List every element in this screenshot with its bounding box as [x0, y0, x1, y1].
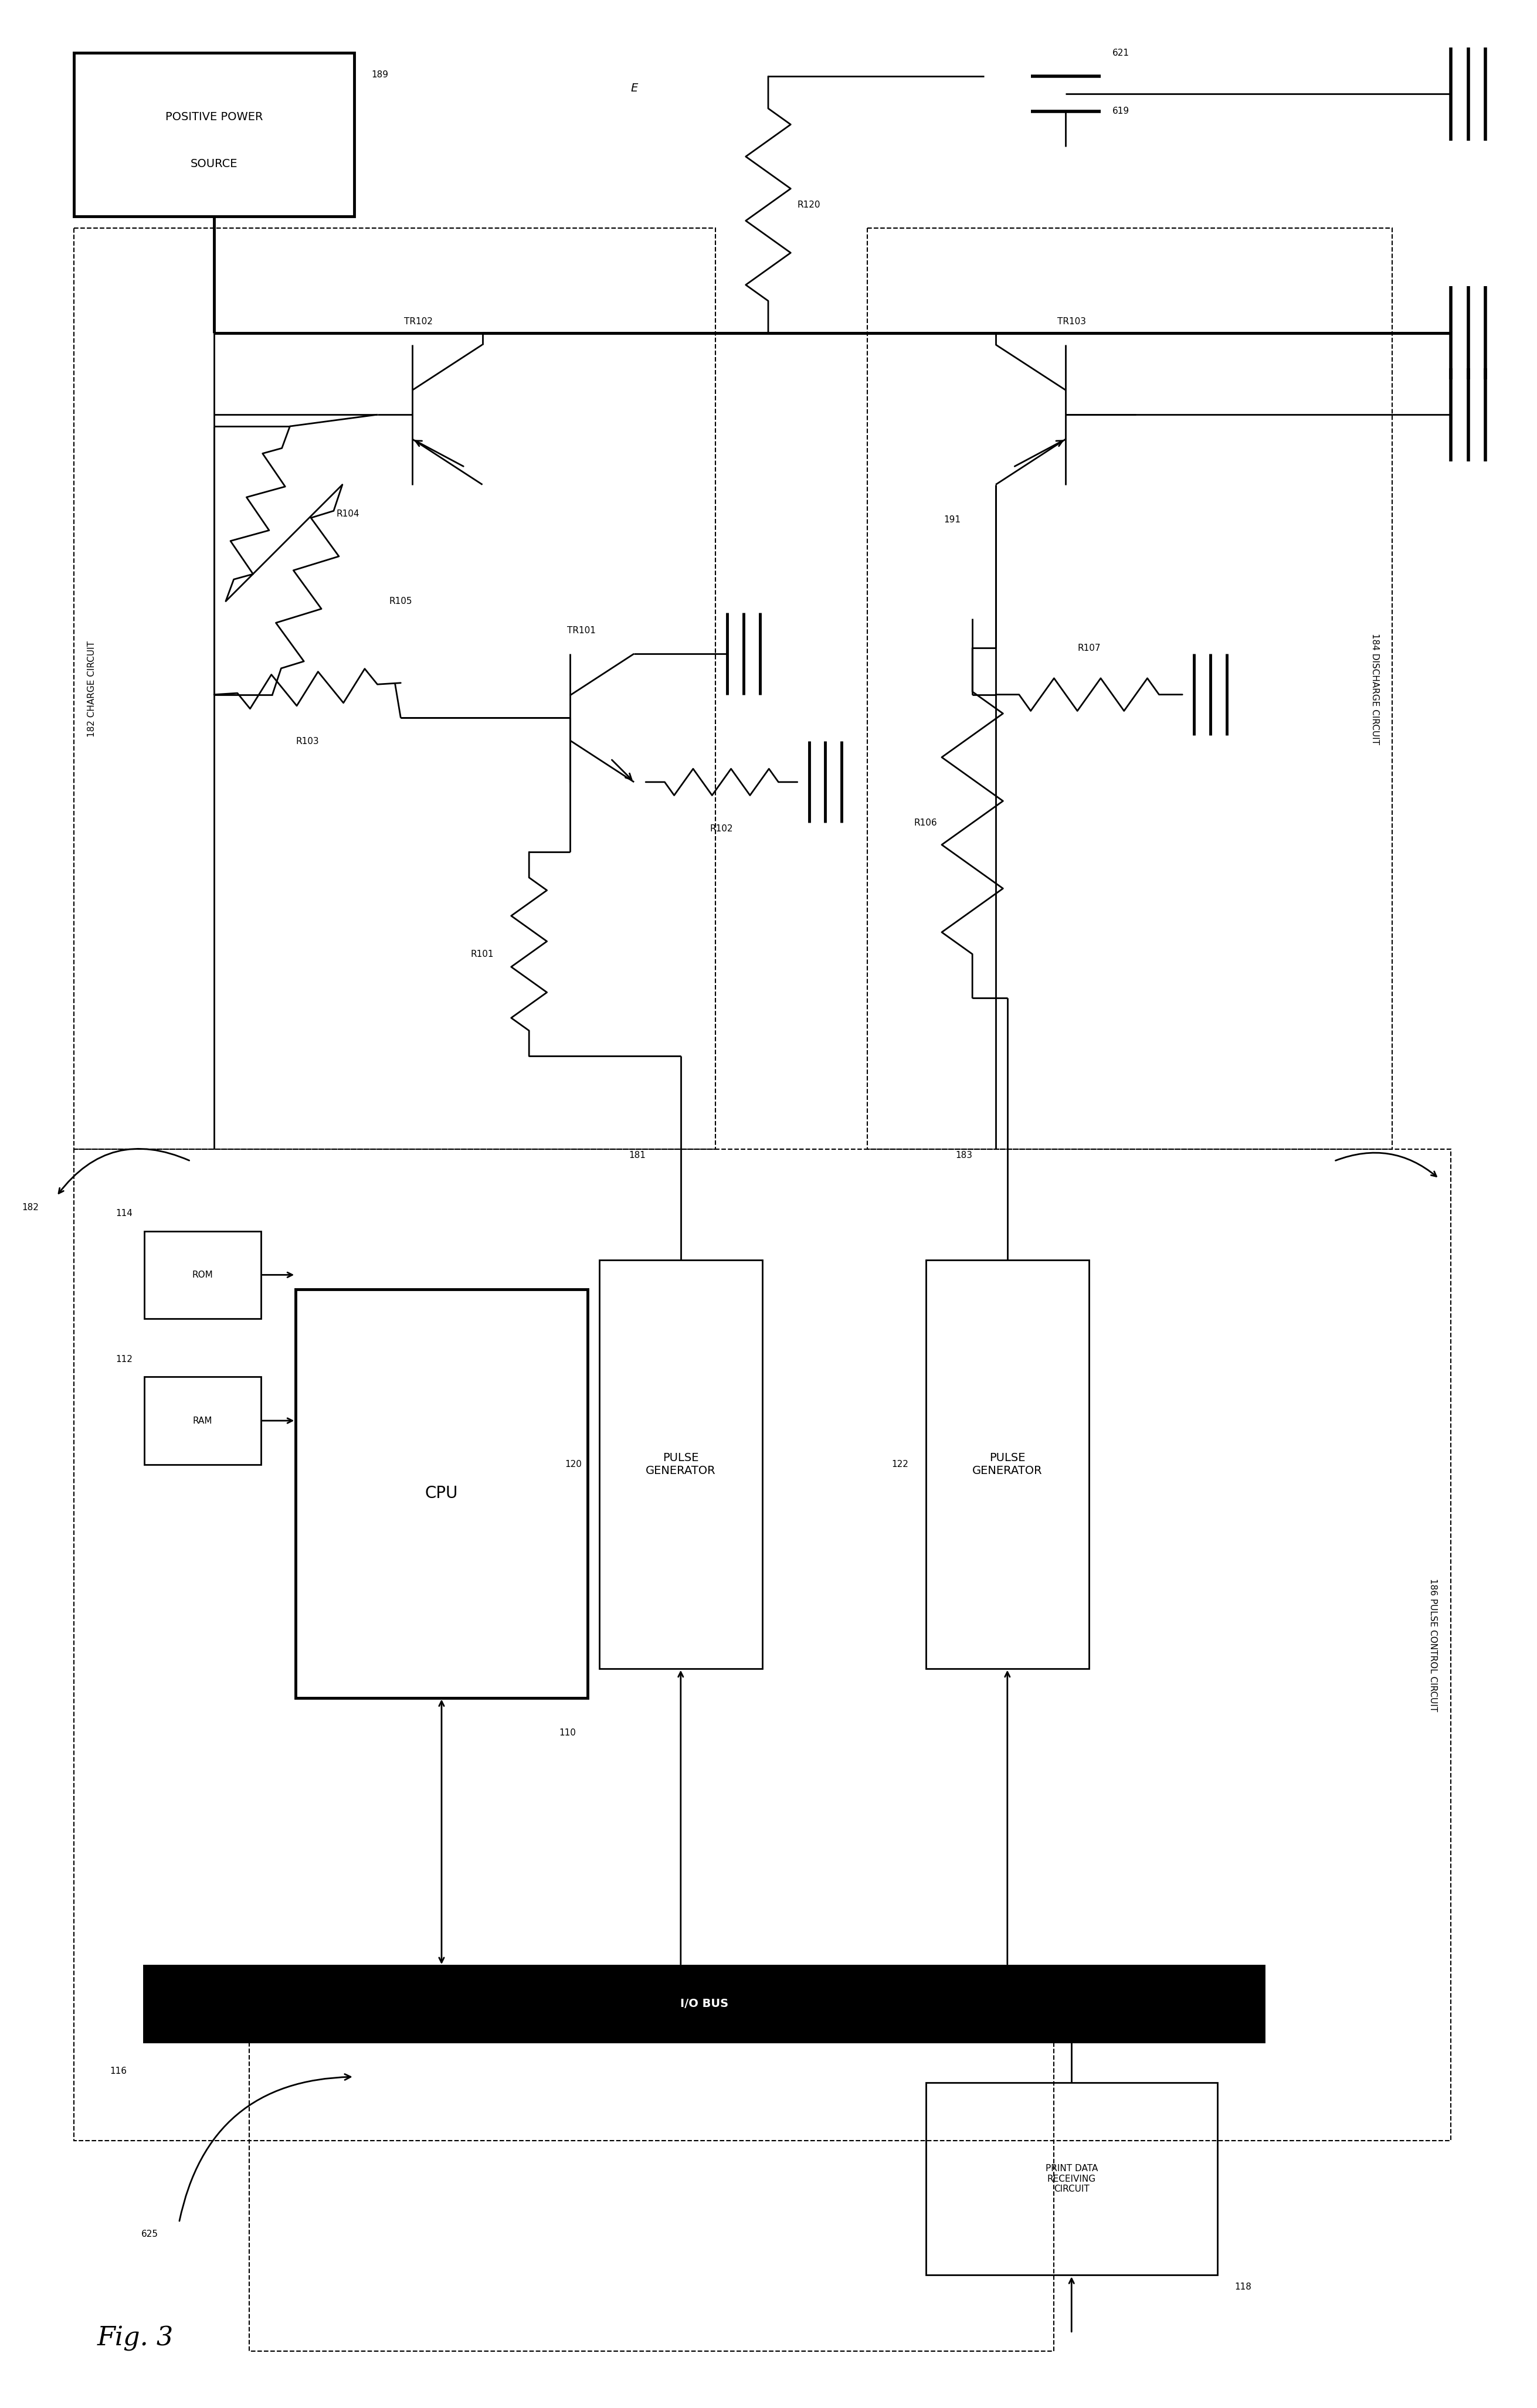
Text: PULSE
GENERATOR: PULSE GENERATOR	[646, 1452, 716, 1476]
Text: 122: 122	[891, 1459, 908, 1469]
Text: 182: 182	[22, 1204, 38, 1211]
Text: 189: 189	[372, 70, 389, 79]
Bar	[925, 1259, 1090, 1669]
Text: I/O BUS: I/O BUS	[679, 1999, 729, 2008]
Text: 183: 183	[956, 1151, 973, 1161]
Bar	[144, 1377, 261, 1464]
Text: R106: R106	[915, 819, 938, 828]
Text: TR102: TR102	[404, 318, 432, 325]
Bar	[599, 1259, 762, 1669]
Text: 114: 114	[115, 1209, 132, 1218]
Bar	[144, 1965, 1263, 2042]
Text: 184 DISCHARGE CIRCUIT: 184 DISCHARGE CIRCUIT	[1371, 633, 1379, 744]
Text: ROM: ROM	[192, 1271, 214, 1279]
Text: R105: R105	[389, 597, 412, 607]
Text: CPU: CPU	[426, 1486, 458, 1503]
Text: POSITIVE POWER: POSITIVE POWER	[166, 111, 263, 123]
Bar	[867, 229, 1393, 1149]
Text: SOURCE: SOURCE	[191, 159, 238, 169]
Text: R107: R107	[1077, 643, 1100, 653]
Bar	[74, 53, 354, 217]
Bar	[74, 1149, 1451, 2141]
Bar	[249, 2025, 1054, 2350]
Text: 191: 191	[944, 515, 961, 525]
Text: 110: 110	[559, 1729, 576, 1736]
Text: 621: 621	[1113, 48, 1130, 58]
Text: R104: R104	[337, 510, 360, 518]
Text: 182 CHARGE CIRCUIT: 182 CHARGE CIRCUIT	[88, 641, 95, 737]
Text: R120: R120	[798, 200, 821, 209]
Text: TR103: TR103	[1057, 318, 1087, 325]
Text: 116: 116	[109, 2066, 126, 2076]
Bar	[144, 1965, 1263, 2042]
Text: RAM: RAM	[192, 1416, 212, 1426]
Text: 619: 619	[1113, 106, 1130, 116]
Text: R102: R102	[710, 824, 733, 833]
Text: TR101: TR101	[567, 626, 596, 636]
Text: 186 PULSE CONTROL CIRCUIT: 186 PULSE CONTROL CIRCUIT	[1429, 1580, 1437, 1712]
Bar	[295, 1288, 587, 1698]
Text: 112: 112	[115, 1356, 132, 1363]
Text: 181: 181	[629, 1151, 646, 1161]
Bar	[74, 229, 716, 1149]
Text: 625: 625	[141, 2230, 158, 2239]
Text: E: E	[630, 82, 638, 94]
Text: PULSE
GENERATOR: PULSE GENERATOR	[973, 1452, 1042, 1476]
Bar	[925, 2083, 1217, 2276]
Text: R101: R101	[470, 949, 493, 958]
Text: R103: R103	[295, 737, 320, 746]
Text: 118: 118	[1234, 2283, 1251, 2290]
Text: Fig. 3: Fig. 3	[97, 2326, 174, 2350]
Text: 120: 120	[564, 1459, 581, 1469]
Text: PRINT DATA
RECEIVING
CIRCUIT: PRINT DATA RECEIVING CIRCUIT	[1045, 2165, 1097, 2194]
Bar	[144, 1230, 261, 1320]
